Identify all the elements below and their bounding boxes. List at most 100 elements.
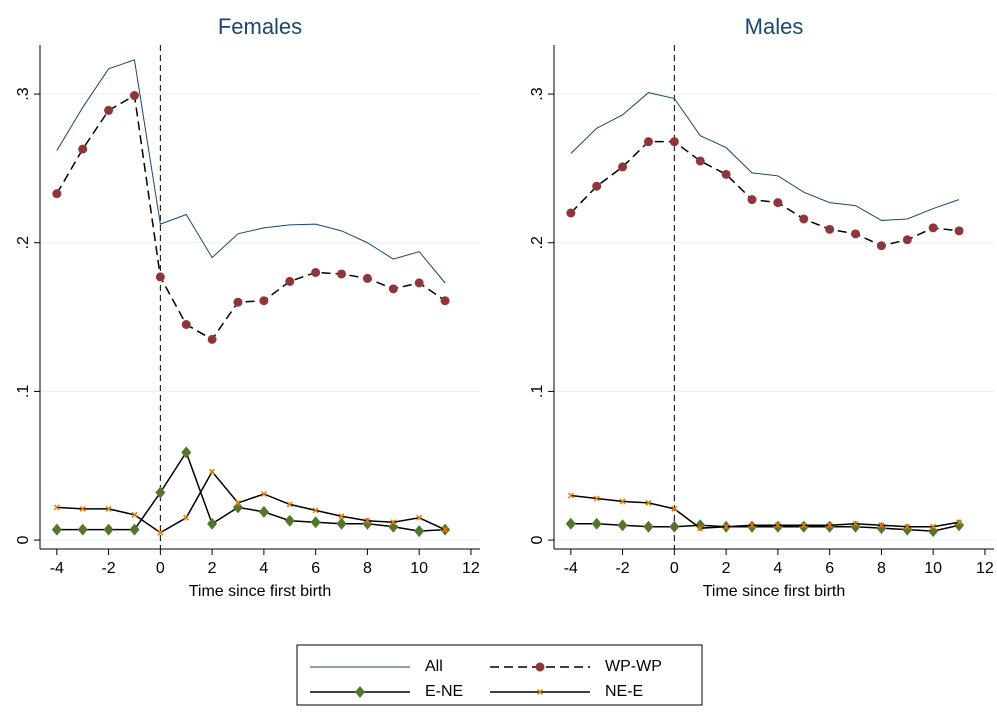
marker [157, 529, 164, 536]
marker [338, 513, 345, 520]
marker [77, 523, 88, 536]
x-tick-label: 0 [156, 560, 165, 577]
x-tick-label: 8 [877, 560, 886, 577]
x-tick-label: 2 [722, 560, 731, 577]
marker [181, 320, 191, 330]
x-axis-label: Time since first birth [703, 583, 846, 600]
series-line [570, 140, 960, 247]
marker [669, 137, 679, 147]
marker [336, 517, 347, 530]
marker [723, 523, 730, 530]
marker [773, 198, 783, 208]
marker [876, 241, 886, 251]
marker [233, 297, 243, 307]
x-tick-label: 6 [825, 560, 834, 577]
x-tick-label: 10 [410, 560, 428, 577]
x-tick-label: 0 [670, 560, 679, 577]
marker [234, 499, 242, 506]
legend-marker [355, 686, 365, 698]
marker [414, 525, 425, 538]
y-tick-label: .3 [15, 87, 32, 100]
series-line [570, 522, 960, 532]
series-line [56, 470, 446, 534]
marker [390, 519, 397, 526]
x-tick-label: 12 [462, 560, 480, 577]
marker [645, 499, 652, 506]
x-tick-label: -2 [101, 560, 115, 577]
marker [669, 520, 680, 533]
marker [878, 522, 885, 529]
marker [183, 514, 190, 521]
marker [51, 523, 62, 536]
series-line [56, 450, 446, 532]
marker [928, 223, 938, 233]
marker [618, 162, 628, 172]
x-axis-label: Time since first birth [189, 583, 332, 600]
x-tick-label: 6 [311, 560, 320, 577]
marker [207, 517, 218, 530]
legend-label: NE-E [605, 683, 643, 700]
marker [260, 490, 267, 498]
marker [362, 273, 372, 283]
marker [593, 495, 600, 502]
marker [181, 446, 192, 459]
y-tick-label: 0 [529, 536, 546, 545]
series-line [570, 92, 960, 221]
marker [79, 505, 86, 512]
x-tick-label: -4 [564, 560, 578, 577]
marker [442, 526, 449, 533]
series-line [56, 94, 446, 341]
marker [440, 296, 450, 306]
marker [286, 501, 293, 508]
y-tick-label: .2 [15, 236, 32, 249]
marker [799, 214, 809, 224]
x-tick-label: -4 [50, 560, 64, 577]
marker [103, 523, 114, 536]
x-tick-label: 8 [363, 560, 372, 577]
marker [852, 520, 859, 527]
series-line [570, 494, 960, 529]
marker [53, 504, 60, 511]
panel-title: Males [745, 14, 804, 39]
marker [800, 522, 807, 529]
y-tick-label: .3 [529, 87, 546, 100]
x-tick-label: 10 [924, 560, 942, 577]
marker [414, 278, 424, 288]
marker [129, 523, 140, 536]
marker [209, 468, 216, 475]
marker [364, 517, 371, 524]
marker [825, 224, 835, 234]
marker [207, 334, 217, 344]
marker [78, 144, 88, 154]
legend-label: All [425, 658, 443, 675]
marker [337, 269, 347, 279]
marker [826, 522, 833, 529]
marker [904, 523, 911, 530]
marker [105, 505, 112, 512]
marker [592, 181, 602, 191]
marker [747, 195, 757, 205]
marker [311, 267, 321, 277]
marker [851, 229, 861, 239]
marker [566, 208, 576, 218]
x-tick-label: 2 [208, 560, 217, 577]
marker [131, 511, 138, 518]
marker [567, 492, 574, 499]
marker [671, 505, 678, 512]
marker [619, 498, 626, 505]
marker [155, 486, 166, 499]
marker [565, 517, 576, 530]
marker [284, 514, 295, 527]
legend-marker [536, 688, 544, 696]
marker [643, 137, 653, 147]
marker [774, 522, 781, 529]
marker [954, 226, 964, 236]
marker [617, 519, 628, 532]
x-tick-label: -2 [615, 560, 629, 577]
x-tick-label: 4 [773, 560, 782, 577]
marker [643, 520, 654, 533]
series-line [56, 59, 446, 284]
marker [155, 272, 165, 282]
